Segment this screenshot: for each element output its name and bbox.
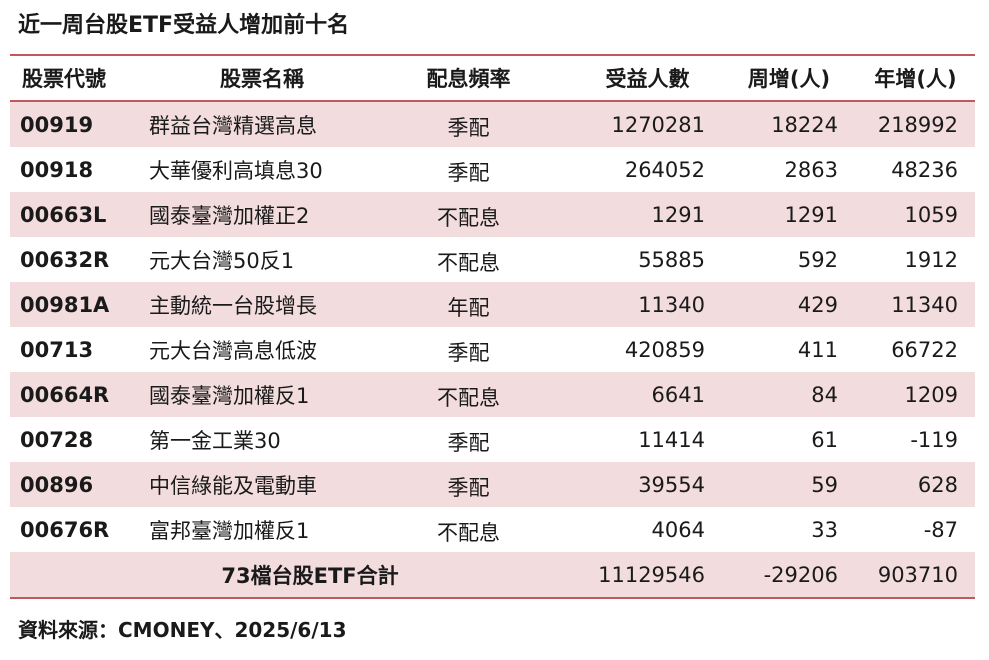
table-total-row: 73檔台股ETF合計 11129546 -29206 903710 — [10, 552, 975, 597]
cell-code: 00728 — [20, 427, 94, 452]
cell-distribution: 不配息 — [387, 200, 550, 230]
cell-weekly: 411 — [797, 337, 838, 362]
cell-code: 00676R — [20, 517, 110, 542]
cell-code: 00896 — [20, 472, 94, 497]
cell-code: 00918 — [20, 157, 94, 182]
header-name: 股票名稱 — [220, 67, 304, 91]
cell-yearly: 66722 — [891, 337, 958, 362]
cell-beneficiaries: 4064 — [651, 517, 705, 542]
table-row: 00981A 主動統一台股增長 年配 11340 429 11340 — [10, 282, 975, 327]
table-row: 00632R 元大台灣50反1 不配息 55885 592 1912 — [10, 237, 975, 282]
cell-name: 中信綠能及電動車 — [149, 473, 317, 498]
cell-distribution-text: 不配息 — [437, 520, 500, 545]
cell-yearly: 218992 — [877, 112, 958, 137]
cell-yearly: -119 — [910, 427, 958, 452]
cell-code: 00981A — [20, 292, 110, 317]
cell-code: 00663L — [20, 202, 107, 227]
cell-yearly: 11340 — [891, 292, 958, 317]
page-title: 近一周台股ETF受益人增加前十名 — [18, 13, 350, 38]
cell-weekly: 59 — [811, 472, 838, 497]
cell-yearly: 48236 — [891, 157, 958, 182]
cell-distribution-text: 季配 — [447, 160, 490, 185]
cell-weekly: 429 — [797, 292, 838, 317]
cell-distribution: 不配息 — [387, 380, 550, 410]
cell-distribution: 季配 — [387, 470, 550, 500]
cell-distribution-text: 季配 — [447, 340, 490, 365]
cell-weekly: 84 — [811, 382, 838, 407]
header-weekly: 周增(人) — [747, 67, 831, 91]
cell-code: 00664R — [20, 382, 110, 407]
table-header-row: 股票代號 股票名稱 配息頻率 受益人數 周增(人) 年增(人) — [10, 56, 975, 100]
cell-weekly: 61 — [811, 427, 838, 452]
header-beneficiaries: 受益人數 — [605, 67, 690, 91]
cell-yearly: 1059 — [904, 202, 958, 227]
table-row: 00713 元大台灣高息低波 季配 420859 411 66722 — [10, 327, 975, 372]
table-row: 00664R 國泰臺灣加權反1 不配息 6641 84 1209 — [10, 372, 975, 417]
cell-distribution-text: 季配 — [447, 430, 490, 455]
table-row: 00663L 國泰臺灣加權正2 不配息 1291 1291 1059 — [10, 192, 975, 237]
cell-beneficiaries: 11414 — [638, 427, 705, 452]
cell-distribution: 季配 — [387, 335, 550, 365]
cell-weekly: 1291 — [784, 202, 838, 227]
cell-name: 國泰臺灣加權反1 — [149, 383, 310, 408]
header-distribution: 配息頻率 — [426, 67, 511, 91]
table-row: 00676R 富邦臺灣加權反1 不配息 4064 33 -87 — [10, 507, 975, 552]
cell-distribution: 季配 — [387, 155, 550, 185]
cell-yearly: 1209 — [904, 382, 958, 407]
table-row: 00919 群益台灣精選高息 季配 1270281 18224 218992 — [10, 102, 975, 147]
table-row: 00728 第一金工業30 季配 11414 61 -119 — [10, 417, 975, 462]
cell-beneficiaries: 55885 — [638, 247, 705, 272]
total-yearly: 903710 — [877, 562, 958, 587]
cell-yearly: 1912 — [904, 247, 958, 272]
cell-code: 00713 — [20, 337, 94, 362]
cell-beneficiaries: 420859 — [624, 337, 705, 362]
cell-yearly: -87 — [923, 517, 958, 542]
cell-name: 國泰臺灣加權正2 — [149, 203, 310, 228]
etf-table: 股票代號 股票名稱 配息頻率 受益人數 周增(人) 年增(人) 00919 群益台… — [10, 54, 975, 599]
cell-distribution-text: 季配 — [447, 115, 490, 140]
cell-weekly: 18224 — [771, 112, 838, 137]
header-yearly: 年增(人) — [874, 67, 957, 91]
cell-name: 元大台灣50反1 — [149, 248, 295, 273]
total-label: 73檔台股ETF合計 — [221, 563, 399, 588]
cell-distribution-text: 不配息 — [437, 250, 500, 275]
table-row: 00918 大華優利高填息30 季配 264052 2863 48236 — [10, 147, 975, 192]
cell-distribution: 不配息 — [387, 515, 550, 545]
cell-distribution: 年配 — [387, 290, 550, 320]
table-row: 00896 中信綠能及電動車 季配 39554 59 628 — [10, 462, 975, 507]
cell-weekly: 2863 — [784, 157, 838, 182]
header-code: 股票代號 — [22, 67, 106, 91]
table-bottom-rule — [10, 597, 975, 599]
cell-distribution: 季配 — [387, 110, 550, 140]
cell-beneficiaries: 264052 — [624, 157, 705, 182]
cell-yearly: 628 — [917, 472, 958, 497]
table-top-rule — [10, 54, 975, 56]
table-header-rule — [10, 100, 975, 102]
table-body: 00919 群益台灣精選高息 季配 1270281 18224 218992 00918 大華… — [10, 102, 975, 552]
cell-name: 群益台灣精選高息 — [149, 113, 317, 138]
cell-code: 00919 — [20, 112, 94, 137]
cell-distribution: 不配息 — [387, 245, 550, 275]
cell-name: 第一金工業30 — [149, 428, 281, 453]
cell-beneficiaries: 39554 — [638, 472, 705, 497]
cell-name: 大華優利高填息30 — [149, 158, 323, 183]
cell-name: 元大台灣高息低波 — [149, 338, 317, 363]
cell-distribution-text: 季配 — [447, 475, 490, 500]
cell-name: 富邦臺灣加權反1 — [149, 518, 310, 543]
cell-distribution-text: 不配息 — [437, 205, 500, 230]
cell-distribution-text: 年配 — [447, 295, 490, 320]
cell-code: 00632R — [20, 247, 110, 272]
cell-distribution-text: 不配息 — [437, 385, 500, 410]
cell-weekly: 592 — [797, 247, 838, 272]
cell-beneficiaries: 11340 — [638, 292, 705, 317]
cell-beneficiaries: 1291 — [651, 202, 705, 227]
cell-distribution: 季配 — [387, 425, 550, 455]
cell-beneficiaries: 6641 — [651, 382, 705, 407]
cell-weekly: 33 — [811, 517, 838, 542]
cell-beneficiaries: 1270281 — [611, 112, 705, 137]
cell-name: 主動統一台股增長 — [149, 293, 317, 318]
source-note: 資料來源：CMONEY、2025/6/13 — [18, 618, 347, 642]
total-beneficiaries: 11129546 — [598, 562, 705, 587]
total-weekly: -29206 — [763, 562, 838, 587]
